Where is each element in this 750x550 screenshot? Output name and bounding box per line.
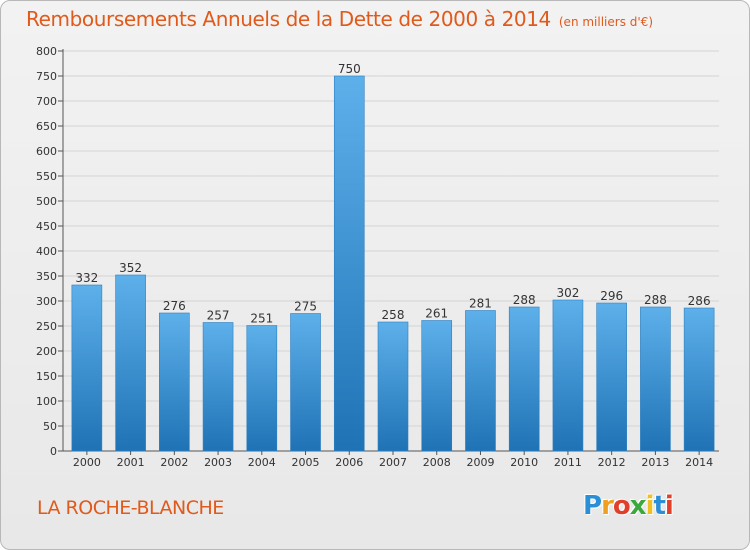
y-tick-label: 400 [36, 245, 57, 258]
x-tick-label-2011: 2011 [554, 456, 582, 469]
value-label-2003: 257 [207, 309, 230, 323]
bar-2013 [640, 306, 671, 452]
y-tick-label: 600 [36, 145, 57, 158]
bars [71, 75, 715, 452]
y-tick-label: 450 [36, 220, 57, 233]
y-tick-label: 200 [36, 345, 57, 358]
logo-letter: P [583, 491, 602, 521]
x-tick-label-2014: 2014 [685, 456, 713, 469]
x-tick-label-2003: 2003 [204, 456, 232, 469]
bar-2010 [508, 306, 540, 452]
bar-2005 [290, 313, 321, 452]
logo-letter: t [653, 491, 665, 521]
x-tick-label-2013: 2013 [641, 456, 669, 469]
value-label-2010: 288 [513, 293, 536, 307]
x-tick-label-2008: 2008 [423, 456, 451, 469]
bar-2009 [465, 310, 496, 452]
logo-letter: i [645, 491, 655, 521]
value-label-2009: 281 [469, 297, 492, 311]
value-label-2008: 261 [425, 307, 448, 321]
value-label-2006: 750 [338, 62, 361, 76]
value-label-2001: 352 [119, 261, 142, 275]
x-tick-label-2000: 2000 [73, 456, 101, 469]
bar-2004 [246, 325, 278, 452]
x-tick-label-2004: 2004 [248, 456, 276, 469]
chart-unit: (en milliers d'€) [558, 15, 653, 29]
value-label-2011: 302 [556, 286, 579, 300]
x-tick-label-2012: 2012 [598, 456, 626, 469]
bar-2007 [377, 321, 409, 452]
value-label-2000: 332 [75, 271, 98, 285]
value-labels: 332 352 276 257 251 275 750 258 261 281 288 302 296 2… [75, 62, 710, 326]
x-tick-label-2002: 2002 [160, 456, 188, 469]
y-tick-label: 550 [36, 170, 57, 183]
y-tick-label: 350 [36, 270, 57, 283]
bar-2011 [552, 299, 584, 452]
y-tick-label: 700 [36, 95, 57, 108]
logo-letter: o [612, 491, 631, 521]
y-tick-label: 100 [36, 395, 57, 408]
y-tick-label: 650 [36, 120, 57, 133]
value-label-2012: 296 [600, 289, 623, 303]
x-tick-label-2001: 2001 [117, 456, 145, 469]
value-label-2004: 251 [250, 312, 273, 326]
y-tick-label: 800 [36, 45, 57, 58]
bar-2001 [115, 274, 146, 452]
bar-2012 [596, 302, 627, 452]
y-tick-label: 150 [36, 370, 57, 383]
x-tick-label-2007: 2007 [379, 456, 407, 469]
bar-2006 [333, 75, 365, 452]
bar-2008 [421, 320, 453, 452]
place-name: LA ROCHE-BLANCHE [37, 497, 224, 519]
logo-letter: r [601, 491, 614, 521]
value-label-2005: 275 [294, 300, 317, 314]
proxiti-logo: Proxiti [583, 491, 674, 521]
value-label-2007: 258 [382, 308, 405, 322]
value-label-2013: 288 [644, 293, 667, 307]
y-tick-label: 300 [36, 295, 57, 308]
chart-title: Remboursements Annuels de la Dette de 20… [26, 7, 653, 31]
x-tick-label-2006: 2006 [335, 456, 363, 469]
value-label-2002: 276 [163, 299, 186, 313]
bar-2002 [159, 312, 190, 452]
y-tick-label: 500 [36, 195, 57, 208]
x-tick-label-2005: 2005 [292, 456, 320, 469]
y-tick-labels: 0 50 100 150 200 250 300 350 400 450 500 550 600 650 7… [36, 45, 57, 458]
bar-2000 [71, 284, 103, 452]
y-tick-label: 750 [36, 70, 57, 83]
value-label-2014: 286 [688, 294, 711, 308]
x-tick-labels: 2000 2001 2002 2003 2004 2005 2006 2007 2008 2009… [73, 451, 713, 469]
y-tick-label: 50 [43, 420, 57, 433]
logo-letter: i [664, 491, 674, 521]
x-tick-label-2009: 2009 [466, 456, 494, 469]
x-tick-label-2010: 2010 [510, 456, 538, 469]
bar-2014 [683, 307, 715, 452]
y-tick-label: 0 [50, 445, 57, 458]
chart-title-text: Remboursements Annuels de la Dette de 20… [26, 7, 551, 31]
y-tick-label: 250 [36, 320, 57, 333]
bar-2003 [202, 322, 234, 452]
logo-letter: x [629, 491, 647, 521]
